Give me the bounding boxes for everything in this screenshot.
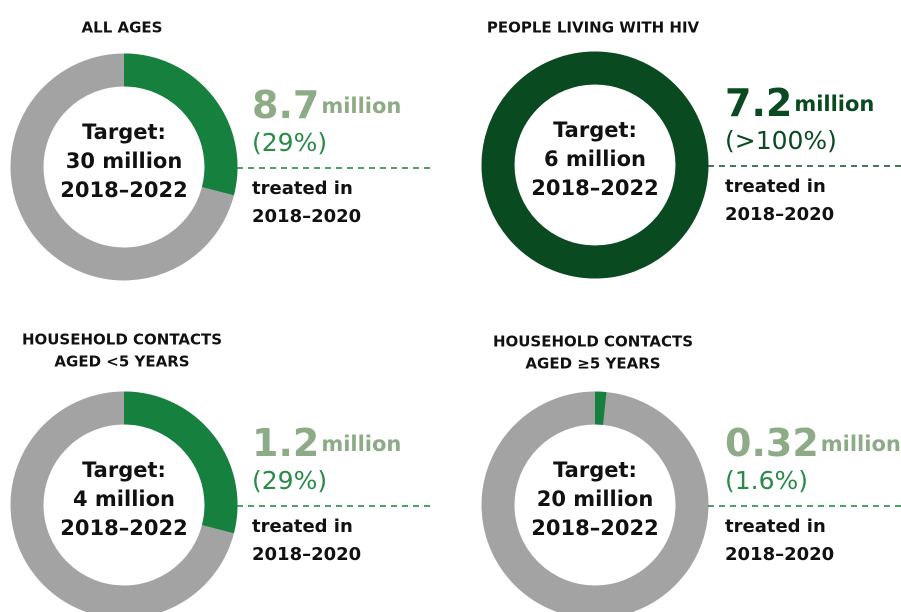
percent-label: (29%) <box>252 466 327 495</box>
center-label: Target: <box>82 458 166 482</box>
note-label: 2018–2020 <box>252 206 361 227</box>
amount-unit: million <box>794 92 874 116</box>
percent-label: (29%) <box>252 128 327 157</box>
center-label: 2018–2022 <box>531 176 658 200</box>
center-label: Target: <box>553 458 637 482</box>
note-label: treated in <box>252 516 353 537</box>
donut-segment <box>123 391 238 534</box>
note-label: treated in <box>725 516 826 537</box>
percent-label: (1.6%) <box>725 466 808 495</box>
amount: 1.2million <box>252 421 401 465</box>
amount-value: 1.2 <box>252 421 319 465</box>
chart-title: PEOPLE LIVING WITH HIV <box>487 19 700 37</box>
amount: 0.32million <box>725 421 901 465</box>
note-label: 2018–2020 <box>252 544 361 565</box>
chart-title: AGED <5 YEARS <box>54 353 189 371</box>
chart-title: HOUSEHOLD CONTACTS <box>493 333 693 351</box>
amount-value: 8.7 <box>252 83 319 127</box>
amount: 8.7million <box>252 83 401 127</box>
center-label: Target: <box>82 120 166 144</box>
chart-title: ALL AGES <box>82 19 163 37</box>
chart-title: AGED ≥5 YEARS <box>525 355 660 373</box>
center-label: 2018–2022 <box>60 178 187 202</box>
center-label: 6 million <box>544 147 646 171</box>
amount-value: 7.2 <box>725 81 792 125</box>
amount-unit: million <box>321 432 401 456</box>
amount-value: 0.32 <box>725 421 819 465</box>
center-label: 30 million <box>66 149 183 173</box>
note-label: 2018–2020 <box>725 204 834 225</box>
note-label: treated in <box>252 178 353 199</box>
center-label: 4 million <box>73 487 175 511</box>
donut-segment <box>481 51 709 279</box>
note-label: treated in <box>725 176 826 197</box>
chart-title: HOUSEHOLD CONTACTS <box>22 331 222 349</box>
donut-segment <box>123 53 238 196</box>
amount: 7.2million <box>725 81 874 125</box>
amount-unit: million <box>821 432 901 456</box>
note-label: 2018–2020 <box>725 544 834 565</box>
center-label: Target: <box>553 118 637 142</box>
center-label: 2018–2022 <box>60 516 187 540</box>
percent-label: (>100%) <box>725 126 837 155</box>
amount-unit: million <box>321 94 401 118</box>
center-label: 20 million <box>537 487 654 511</box>
center-label: 2018–2022 <box>531 516 658 540</box>
